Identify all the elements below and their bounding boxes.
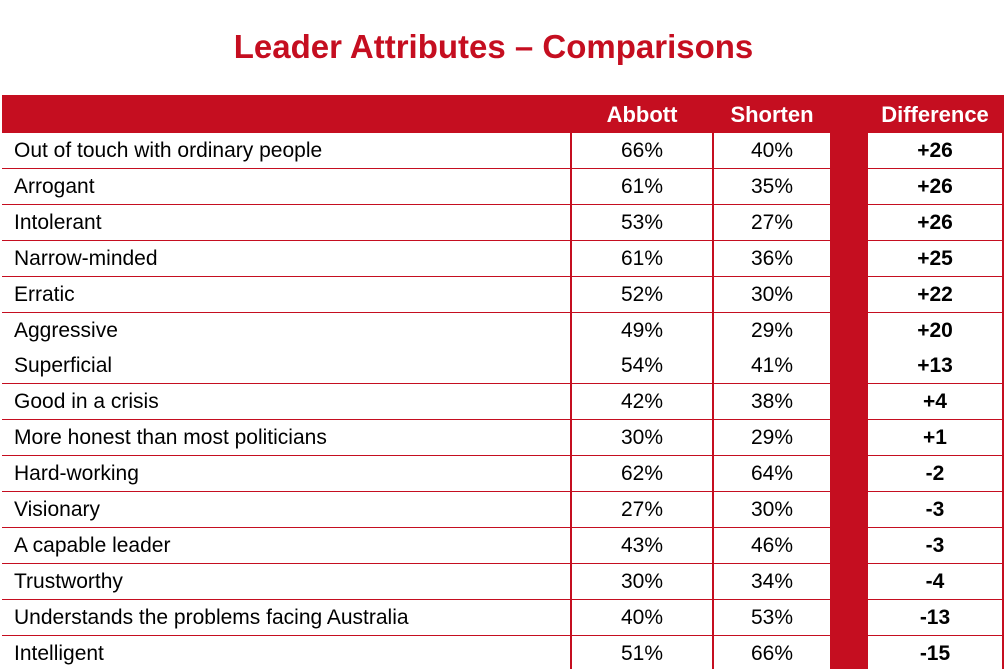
shorten-value: 29% bbox=[714, 312, 830, 348]
shorten-value: 35% bbox=[714, 168, 830, 204]
comparison-table: Abbott Shorten Difference Out of touch w… bbox=[2, 95, 1004, 671]
abbott-value: 62% bbox=[572, 456, 712, 492]
abbott-value: 30% bbox=[572, 420, 712, 456]
row-label: Aggressive bbox=[2, 312, 570, 348]
abbott-value: 54% bbox=[572, 348, 712, 384]
table-row: Visionary 27% 30% -3 bbox=[2, 492, 1004, 527]
difference-value: +20 bbox=[868, 312, 1002, 348]
difference-value: -2 bbox=[868, 456, 1002, 492]
difference-value: -13 bbox=[868, 599, 1002, 635]
row-label: Erratic bbox=[2, 276, 570, 312]
difference-value: +26 bbox=[868, 133, 1002, 168]
abbott-value: 27% bbox=[572, 492, 712, 527]
difference-value: +1 bbox=[868, 420, 1002, 456]
table-row: A capable leader 43% 46% -3 bbox=[2, 527, 1004, 563]
difference-value: +26 bbox=[868, 204, 1002, 240]
row-label: Visionary bbox=[2, 492, 570, 527]
table-row: Trustworthy 30% 34% -4 bbox=[2, 563, 1004, 599]
shorten-value: 38% bbox=[714, 384, 830, 420]
row-label: Hard-working bbox=[2, 456, 570, 492]
shorten-value: 53% bbox=[714, 599, 830, 635]
difference-value: -15 bbox=[868, 635, 1002, 671]
row-label: Trustworthy bbox=[2, 563, 570, 599]
difference-value: -3 bbox=[868, 527, 1002, 563]
shorten-value: 41% bbox=[714, 348, 830, 384]
abbott-value: 51% bbox=[572, 635, 712, 671]
abbott-value: 49% bbox=[572, 312, 712, 348]
shorten-value: 27% bbox=[714, 204, 830, 240]
row-label: Superficial bbox=[2, 348, 570, 384]
abbott-value: 61% bbox=[572, 168, 712, 204]
shorten-value: 30% bbox=[714, 492, 830, 527]
shorten-value: 66% bbox=[714, 635, 830, 671]
abbott-value: 52% bbox=[572, 276, 712, 312]
table-row: Superficial 54% 41% +13 bbox=[2, 348, 1004, 384]
row-label: Intelligent bbox=[2, 635, 570, 671]
shorten-value: 29% bbox=[714, 420, 830, 456]
chart-title: Leader Attributes – Comparisons bbox=[233, 28, 754, 65]
difference-value: +26 bbox=[868, 168, 1002, 204]
column-header-shorten: Shorten bbox=[730, 102, 814, 127]
abbott-value: 40% bbox=[572, 599, 712, 635]
table-row: Understands the problems facing Australi… bbox=[2, 599, 1004, 635]
row-label: Arrogant bbox=[2, 168, 570, 204]
table-row: Erratic 52% 30% +22 bbox=[2, 276, 1004, 312]
row-label: Out of touch with ordinary people bbox=[2, 133, 570, 168]
difference-value: +13 bbox=[868, 348, 1002, 384]
shorten-value: 64% bbox=[714, 456, 830, 492]
shorten-value: 30% bbox=[714, 276, 830, 312]
row-label: Good in a crisis bbox=[2, 384, 570, 420]
table-row: More honest than most politicians 30% 29% +… bbox=[2, 420, 1004, 456]
abbott-value: 61% bbox=[572, 240, 712, 276]
column-header-difference: Difference bbox=[881, 102, 989, 127]
row-label: More honest than most politicians bbox=[2, 420, 570, 456]
difference-value: +22 bbox=[868, 276, 1002, 312]
table-row: Hard-working 62% 64% -2 bbox=[2, 456, 1004, 492]
abbott-value: 53% bbox=[572, 204, 712, 240]
row-label: Narrow-minded bbox=[2, 240, 570, 276]
shorten-value: 34% bbox=[714, 563, 830, 599]
abbott-value: 42% bbox=[572, 384, 712, 420]
row-label: Intolerant bbox=[2, 204, 570, 240]
abbott-value: 66% bbox=[572, 133, 712, 168]
table-row: Narrow-minded 61% 36% +25 bbox=[2, 240, 1004, 276]
abbott-value: 30% bbox=[572, 563, 712, 599]
shorten-value: 46% bbox=[714, 527, 830, 563]
difference-value: -3 bbox=[868, 492, 1002, 527]
table-row: Arrogant 61% 35% +26 bbox=[2, 168, 1004, 204]
table-row: Intelligent 51% 66% -15 bbox=[2, 635, 1004, 671]
row-label: Understands the problems facing Australi… bbox=[2, 599, 570, 635]
row-label: A capable leader bbox=[2, 527, 570, 563]
shorten-value: 36% bbox=[714, 240, 830, 276]
table-row: Intolerant 53% 27% +26 bbox=[2, 204, 1004, 240]
shorten-value: 40% bbox=[714, 133, 830, 168]
table-row: Out of touch with ordinary people 66% 40% +… bbox=[2, 133, 1004, 168]
table-row: Good in a crisis 42% 38% +4 bbox=[2, 384, 1004, 420]
difference-value: +25 bbox=[868, 240, 1002, 276]
table-row: Aggressive 49% 29% +20 bbox=[2, 312, 1004, 348]
difference-value: -4 bbox=[868, 563, 1002, 599]
difference-value: +4 bbox=[868, 384, 1002, 420]
abbott-value: 43% bbox=[572, 527, 712, 563]
column-header-abbott: Abbott bbox=[606, 102, 678, 127]
